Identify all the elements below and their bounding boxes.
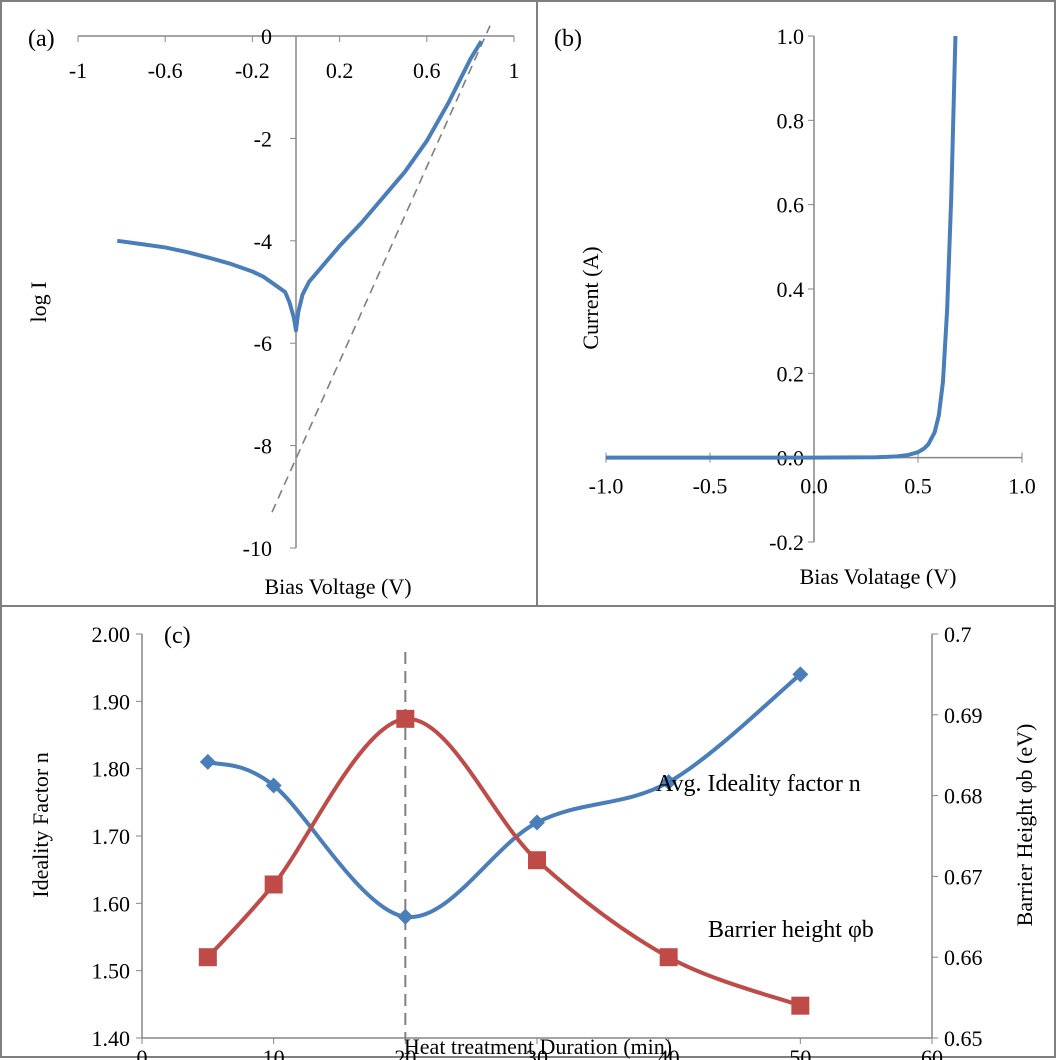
series-label-barrier: Barrier height φb: [708, 917, 874, 943]
x-tick-label: 10: [263, 1045, 285, 1060]
ideality-marker: [199, 753, 216, 770]
y-tick-label: 0.8: [777, 108, 805, 133]
left-y-tick-label: 1.60: [92, 891, 131, 916]
y-tick-label: 0.6: [777, 193, 805, 218]
x-tick-label: 0.0: [800, 474, 828, 499]
x-tick-label: 40: [658, 1045, 680, 1060]
series-label-ideality: Avg. Ideality factor n: [656, 771, 861, 797]
ideality-marker: [660, 774, 677, 791]
y-tick-label: -6: [254, 331, 272, 356]
barrier-marker: [198, 948, 217, 967]
y-axis-label: Current (A): [578, 246, 603, 349]
panel-a-label: (a): [28, 26, 55, 52]
ideality-marker: [265, 777, 282, 794]
x-axis-label: Bias Volatage (V): [800, 564, 957, 589]
barrier-marker: [396, 709, 415, 728]
x-tick-label: -0.5: [693, 474, 728, 499]
ideality-marker: [397, 908, 414, 925]
y-tick-label: 0: [261, 24, 272, 49]
x-tick-label: -1.0: [589, 474, 624, 499]
barrier-marker: [264, 875, 283, 894]
y-tick-label: 1.0: [777, 24, 805, 49]
left-y-axis-label-main: Ideality Factor n: [28, 752, 53, 897]
x-tick-label: 60: [921, 1045, 943, 1060]
panel-b: (b) -1.0 -0.5 0.0 0.5 1.0 1.0 0.8 0.6 0.4 0.2 0.0-…: [536, 0, 1056, 607]
y-tick-label: -4: [254, 229, 272, 254]
barrier-line: [206, 716, 802, 1008]
x-tick-label: 0.5: [904, 474, 932, 499]
left-y-tick-label: 1.40: [92, 1026, 131, 1051]
x-tick-label: 0.2: [326, 58, 354, 83]
ideality-marker: [792, 666, 809, 683]
right-y-tick-label: 0.65: [944, 1026, 983, 1051]
y-tick-label: -10: [243, 536, 272, 561]
x-tick-label: -1: [69, 58, 87, 83]
right-y-axis-label: Barrier Height φb (eV): [1012, 724, 1037, 927]
chart-b: (b) -1.0 -0.5 0.0 0.5 1.01.00.80.60.40.20.0-…: [554, 24, 1036, 589]
right-y-tick-label: 0.67: [944, 864, 983, 889]
left-y-tick-label: 1.50: [92, 959, 131, 984]
x-axis-label: Bias Voltage (V): [264, 574, 411, 599]
x-tick-label: 0: [137, 1045, 148, 1060]
x-tick-label: 20: [394, 1045, 416, 1060]
data-line: [606, 35, 958, 460]
x-axis-label: Heat treatment Duration (min): [404, 1034, 672, 1059]
x-tick-label: 50: [789, 1045, 811, 1060]
data-line: [116, 40, 484, 333]
y-tick-label: -2: [254, 126, 272, 151]
y-tick-label: 0.2: [777, 361, 805, 386]
barrier-marker: [659, 948, 678, 967]
x-tick-label: 0.6: [413, 58, 441, 83]
panel-b-label: (b): [554, 26, 582, 52]
panel-c: (c) 0 10 20 30 40 50 60 2.00 1.90 1.80 1.70 1.60 1.5…: [0, 605, 1056, 1060]
y-tick-label: -8: [254, 434, 272, 459]
ideality-marker: [529, 814, 545, 831]
left-y-tick-label: 2.00: [92, 622, 131, 647]
right-y-tick-label: 0.69: [944, 703, 983, 728]
x-tick-label: -0.2: [235, 58, 270, 83]
barrier-marker: [528, 851, 546, 870]
x-tick-label: 30: [526, 1045, 548, 1060]
chart-a: (a) -1 -0.6 -0.2 0.2 0.6 10-2-4-6-8-10 log I …: [26, 24, 520, 599]
x-tick-label: 1: [509, 58, 520, 83]
panel-a: (a) -1 -0.6 -0.2 0.2 0.6 1 0 -2 -4 -6 -8 -10 log I …: [0, 0, 538, 607]
y-tick-label: 0.4: [777, 277, 805, 302]
left-y-axis-label: Ideality Factor n: [28, 752, 53, 897]
x-tick-label: 1.0: [1008, 474, 1036, 499]
y-axis-label: log I: [26, 282, 51, 323]
x-tick-label: -0.6: [148, 58, 183, 83]
right-y-tick-label: 0.68: [944, 784, 983, 809]
fit-line: [271, 25, 491, 513]
panel-c-label: (c): [164, 623, 191, 649]
left-y-tick-label: 1.90: [92, 689, 131, 714]
chart-c: (c) 0 10 20 30 40 50 60 2.00 1.90 1.80 1.70 1.60 1.5…: [28, 622, 1037, 1060]
right-y-tick-label: 0.7: [944, 622, 972, 647]
y-tick-label: -0.2: [769, 530, 804, 555]
barrier-marker: [791, 996, 810, 1015]
right-y-tick-label: 0.66: [944, 945, 983, 970]
left-y-tick-label: 1.70: [92, 824, 131, 849]
left-y-tick-label: 1.80: [92, 757, 131, 782]
